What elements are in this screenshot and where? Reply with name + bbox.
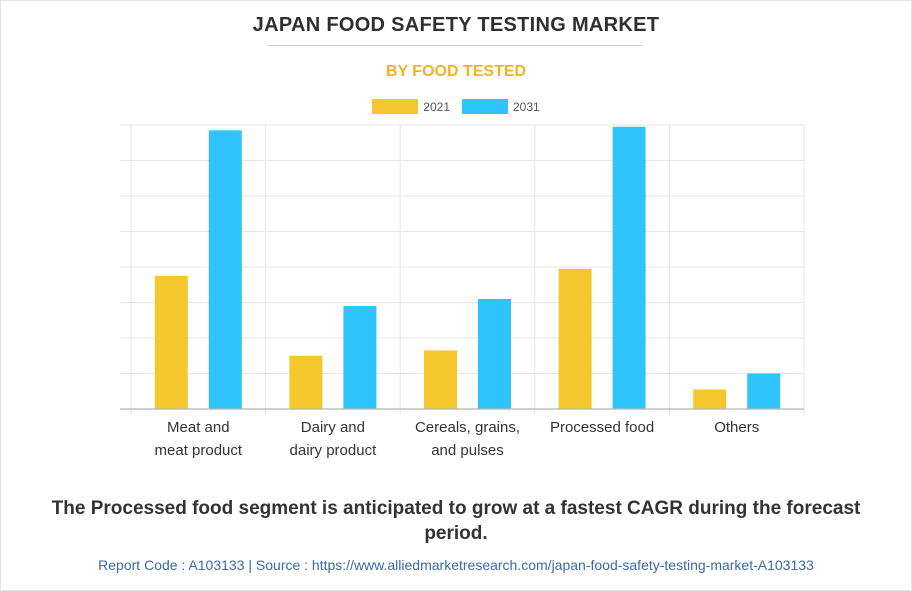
chart-legend: 2021 2031 — [0, 99, 912, 114]
chart-title: JAPAN FOOD SAFETY TESTING MARKET — [252, 14, 660, 36]
bar-2031-1 — [343, 306, 377, 409]
footer-statement: The Processed food segment is anticipate… — [51, 498, 861, 544]
x-tick-label-3: Processed food — [550, 419, 654, 436]
bar-2021-1 — [289, 355, 323, 409]
bar-2031-0 — [208, 130, 242, 409]
legend-swatch-2031 — [462, 99, 508, 114]
x-tick-label-0: Meat and meat product — [155, 419, 243, 459]
source-line[interactable]: Report Code : A103133 | Source : https:/… — [98, 557, 814, 573]
x-tick-label-4: Others — [714, 419, 759, 436]
bar-2021-4 — [693, 389, 727, 409]
bar-2031-3 — [612, 126, 646, 410]
legend-label-2021: 2021 — [423, 99, 450, 114]
legend-label-2031: 2031 — [513, 99, 540, 114]
legend-swatch-2021 — [372, 99, 419, 114]
bar-2021-3 — [558, 268, 592, 409]
bar-2031-2 — [478, 298, 511, 409]
bar-2021-2 — [424, 350, 457, 409]
bar-2031-4 — [747, 373, 781, 409]
chart-subtitle: BY FOOD TESTED — [385, 63, 527, 80]
title-divider — [268, 45, 643, 46]
legend-item-2031[interactable]: 2031 — [462, 99, 540, 114]
x-tick-label-1: Dairy and dairy product — [290, 419, 378, 459]
legend-item-2021[interactable]: 2021 — [372, 99, 450, 114]
bar-2021-0 — [154, 275, 188, 409]
x-tick-label-2: Cereals, grains, and pulses — [415, 419, 520, 459]
